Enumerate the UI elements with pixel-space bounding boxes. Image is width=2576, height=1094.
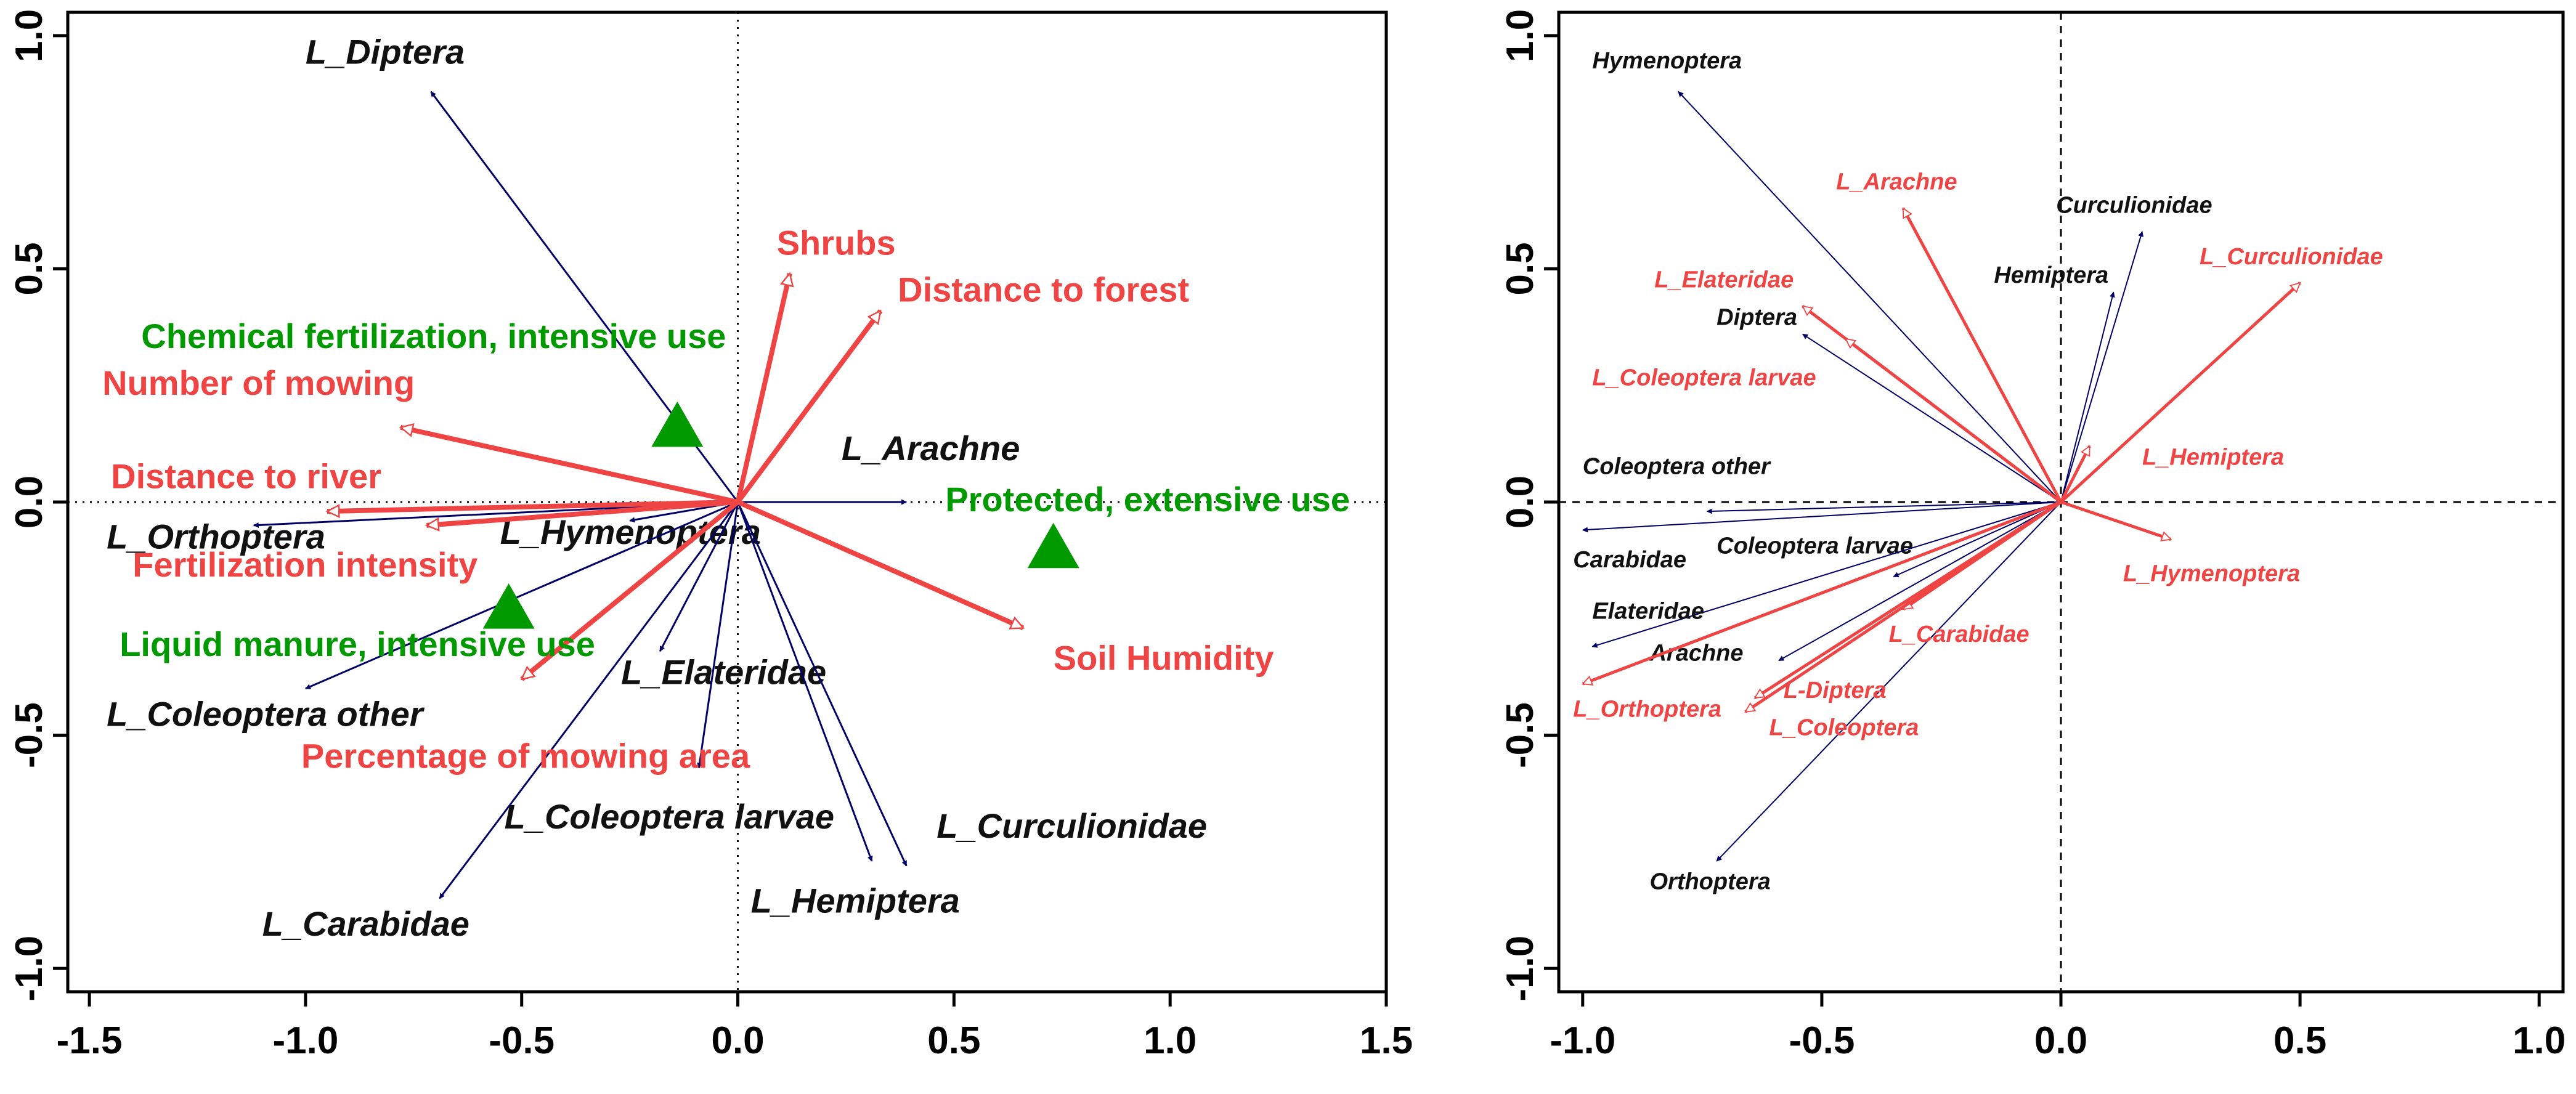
env-arrow-distance-to-forest (736, 309, 883, 504)
x-tick-label-left: 0.5 (927, 1019, 980, 1062)
species-arrow-diptera (1802, 333, 2062, 503)
env-label-l-coleoptera-larvae: L_Coleoptera larvae (1592, 365, 1816, 391)
env-label-shrubs: Shrubs (777, 224, 896, 262)
env-label-distance-to-forest: Distance to forest (898, 270, 1189, 309)
x-tick-label-left: 0.0 (711, 1019, 764, 1062)
species-label-l-carabidae: L_Carabidae (262, 904, 469, 943)
species-label-coleoptera-larvae: Coleoptera larvae (1717, 533, 1913, 559)
species-label-elateridae: Elateridae (1592, 598, 1704, 624)
env-arrow-shrubs (735, 274, 790, 503)
species-arrow-carabidae (1582, 501, 2062, 533)
env-arrow-soil-humidity (736, 500, 1023, 631)
species-label-l-arachne: L_Arachne (842, 429, 1020, 468)
y-tick-label-right: 0.5 (1499, 242, 1542, 295)
species-arrow-curculionidae (2060, 230, 2143, 503)
y-tick-label-left: -0.5 (8, 702, 51, 768)
x-tick-label-left: 1.5 (1360, 1019, 1413, 1062)
x-tick-label-left: -1.5 (57, 1019, 123, 1062)
env-arrow-l-coleoptera (1745, 500, 2062, 713)
species-arrow-l-curculionidae (737, 501, 908, 867)
env-label-percentage-of-mowing-area: Percentage of mowing area (301, 737, 750, 776)
env-label-l-curculionidae: L_Curculionidae (2200, 244, 2383, 270)
env-arrow-fertilization-intensity (426, 500, 738, 525)
env-label-soil-humidity: Soil Humidity (1054, 639, 1274, 678)
env-label-l-carabidae: L_Carabidae (1889, 622, 2030, 647)
species-arrow-coleoptera-larvae (1893, 501, 2062, 578)
species-label-orthoptera: Orthoptera (1649, 869, 1770, 894)
env-label-distance-to-river: Distance to river (111, 456, 381, 495)
x-tick-label-right: -1.0 (1550, 1019, 1615, 1062)
env-label-l-diptera: L-Diptera (1784, 678, 1887, 703)
env-arrow-l-hymenoptera (2060, 500, 2171, 540)
species-label-l-coleoptera-larvae: L_Coleoptera larvae (505, 797, 834, 836)
species-arrow-l-coleoptera-larvae (697, 501, 739, 769)
species-arrow-l-carabidae (439, 501, 739, 899)
env-label-l-orthoptera: L_Orthoptera (1573, 696, 1721, 722)
env-label-l-hemiptera: L_Hemiptera (2142, 444, 2284, 470)
species-arrow-hymenoptera (1678, 91, 2062, 503)
species-label-l-coleoptera-other: L_Coleoptera other (107, 694, 425, 733)
landuse-marker-liquid-manure-intensive-use (482, 583, 535, 629)
x-tick-label-left: -0.5 (489, 1019, 555, 1062)
panel-right-biplot: -1.0 -0.5 0.0 0.5 1.0 -1.0 -0.5 0.0 0.5 1.0 Hymeno… (1499, 9, 2566, 1062)
env-arrow-l-coleoptera-larvae (1846, 338, 2062, 503)
species-arrow-l-hemiptera (737, 501, 873, 862)
species-arrow-elateridae (1591, 501, 2062, 648)
env-arrow-number-of-mowing (400, 427, 739, 504)
env-label-l-arachne: L_Arachne (1836, 169, 1957, 195)
env-label-l-coleoptera: L_Coleoptera (1769, 715, 1919, 741)
y-tick-label-right: -1.0 (1499, 936, 1542, 1002)
species-label-diptera: Diptera (1717, 304, 1797, 330)
x-tick-label-left: 1.0 (1144, 1019, 1197, 1062)
y-tick-label-left: 1.0 (8, 9, 51, 62)
species-label-l-hemiptera: L_Hemiptera (751, 881, 960, 920)
y-tick-label-right: 1.0 (1499, 9, 1542, 62)
y-tick-label-left: 0.5 (8, 242, 51, 295)
x-tick-label-right: 0.0 (2034, 1019, 2087, 1062)
env-label-l-elateridae: L_Elateridae (1654, 267, 1794, 293)
species-label-hymenoptera: Hymenoptera (1592, 48, 1742, 74)
species-arrow-orthoptera (1716, 501, 2062, 862)
y-tick-label-left: 0.0 (8, 476, 51, 529)
species-label-l-diptera: L_Diptera (306, 32, 465, 71)
species-label-l-elateridae: L_Elateridae (621, 652, 826, 691)
species-label-l-orthoptera: L_Orthoptera (107, 517, 325, 556)
species-label-l-curculionidae: L_Curculionidae (937, 806, 1207, 845)
env-arrow-percentage-of-mowing-area (520, 500, 740, 681)
landuse-label-protected-extensive-use: Protected, extensive use (945, 480, 1350, 519)
landuse-marker-chemical-fertilization-intensive-use (651, 401, 704, 447)
env-label-fertilization-intensity: Fertilization intensity (132, 545, 477, 584)
y-tick-label-right: 0.0 (1499, 476, 1542, 529)
species-label-curculionidae: Curculionidae (2056, 193, 2212, 219)
env-arrow-l-hemiptera (2059, 446, 2091, 503)
species-label-carabidae: Carabidae (1573, 547, 1686, 573)
env-arrow-distance-to-river (327, 500, 738, 511)
env-label-number-of-mowing: Number of mowing (102, 363, 415, 402)
species-arrow-arachne (1778, 501, 2062, 662)
x-tick-label-right: 1.0 (2513, 1019, 2566, 1062)
landuse-label-chemical-fertilization-intensive-use: Chemical fertilization, intensive use (141, 317, 726, 355)
landuse-label-liquid-manure-intensive-use: Liquid manure, intensive use (120, 625, 595, 663)
species-label-hemiptera: Hemiptera (1994, 262, 2108, 288)
y-tick-label-right: -0.5 (1499, 702, 1542, 768)
species-label-coleoptera-other: Coleoptera other (1583, 454, 1771, 480)
species-arrow-coleoptera-other (1706, 501, 2062, 514)
env-arrow-l-arachne (1901, 208, 2063, 503)
panel-left-biplot: -1.5 -1.0 -0.5 0.0 0.5 1.0 1.5-1.0-0.50.00.51.… (8, 9, 1413, 1062)
env-label-l-hymenoptera: L_Hymenoptera (2123, 561, 2300, 587)
env-arrow-l-curculionidae (2060, 282, 2301, 503)
species-arrow-l-elateridae (659, 501, 739, 652)
x-tick-label-left: -1.0 (272, 1019, 338, 1062)
x-tick-label-right: 0.5 (2273, 1019, 2326, 1062)
landuse-marker-protected-extensive-use (1027, 522, 1079, 569)
x-tick-label-right: -0.5 (1789, 1019, 1855, 1062)
species-arrow-l-coleoptera-other (305, 501, 739, 690)
y-tick-label-left: -1.0 (8, 936, 51, 1002)
species-arrow-hemiptera (2060, 291, 2115, 503)
env-arrow-l-orthoptera (1583, 500, 2062, 684)
